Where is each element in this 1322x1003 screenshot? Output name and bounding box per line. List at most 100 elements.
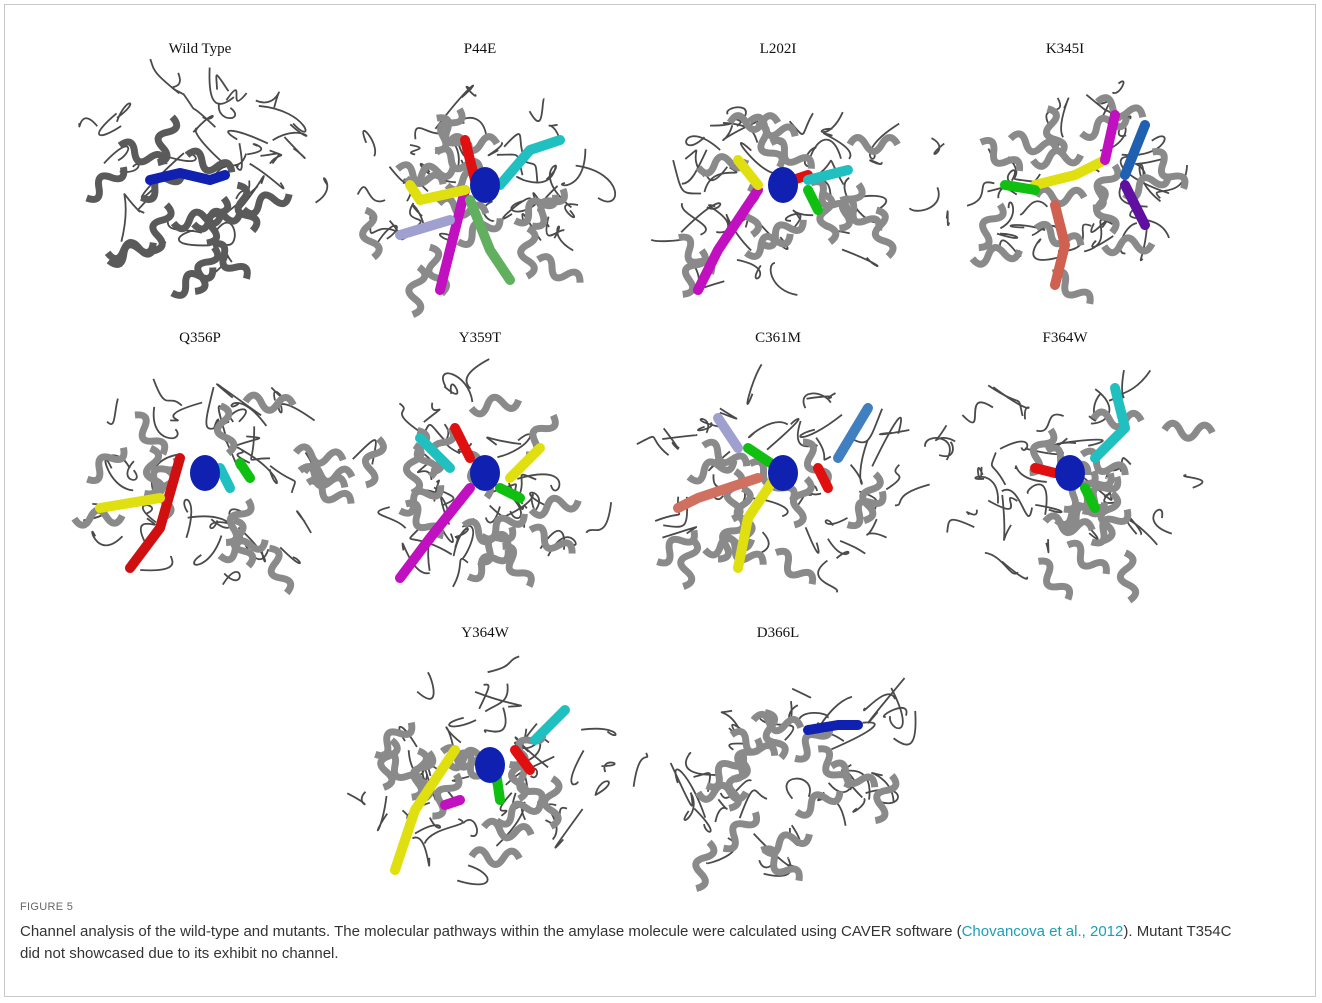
helix xyxy=(471,849,520,865)
channel xyxy=(535,710,565,740)
backbone-loop xyxy=(1028,484,1047,514)
helix xyxy=(1164,423,1213,440)
backbone-loop xyxy=(412,837,429,865)
channel-origin xyxy=(768,455,798,491)
backbone-loop xyxy=(1112,81,1123,93)
backbone-loop xyxy=(909,187,938,210)
channel xyxy=(698,190,758,290)
channel xyxy=(808,725,858,730)
backbone-loop xyxy=(297,511,311,533)
backbone-loop xyxy=(280,547,300,563)
backbone-loop xyxy=(792,689,810,698)
backbone-loop xyxy=(967,182,994,206)
helix xyxy=(771,547,816,589)
backbone-loop xyxy=(413,205,424,225)
backbone-loop xyxy=(127,461,136,480)
backbone-loop xyxy=(686,136,720,150)
channel xyxy=(718,418,738,448)
helix xyxy=(1064,539,1111,579)
panel-label: C361M xyxy=(755,330,801,346)
backbone-loop xyxy=(487,437,521,444)
citation-link[interactable]: Chovancova et al., 2012 xyxy=(962,923,1124,940)
helix xyxy=(295,446,345,467)
panel-label: Q356P xyxy=(179,330,221,346)
protein-structure xyxy=(347,656,615,884)
figure-image: Wild TypeP44EL202IK345IQ356PY359TC361MF3… xyxy=(0,0,1322,900)
channel-origin xyxy=(470,167,500,203)
backbone-loop xyxy=(1046,539,1048,552)
protein-structure xyxy=(74,379,354,596)
backbone-loop xyxy=(939,442,953,456)
backbone-loop xyxy=(993,387,1028,419)
backbone-loop xyxy=(686,753,717,775)
backbone-loop xyxy=(497,434,530,457)
protein-structure xyxy=(637,364,930,592)
backbone-loop xyxy=(153,379,181,406)
backbone-loop xyxy=(824,133,851,159)
helix xyxy=(1147,147,1189,193)
backbone-loop xyxy=(226,90,246,101)
backbone-loop xyxy=(105,460,133,491)
backbone-loop xyxy=(601,762,614,772)
backbone-loop xyxy=(1020,201,1047,214)
helix xyxy=(653,525,699,567)
backbone-loop xyxy=(194,536,221,565)
panel-label: F364W xyxy=(1043,330,1089,346)
backbone-loop xyxy=(828,539,849,559)
helix xyxy=(544,778,559,826)
backbone-loop xyxy=(104,146,128,163)
backbone-loop xyxy=(634,753,648,787)
backbone-loop xyxy=(179,230,208,245)
helix xyxy=(535,253,584,288)
backbone-loop xyxy=(140,556,172,570)
backbone-loop xyxy=(1061,98,1068,137)
page: Wild TypeP44EL202IK345IQ356PY359TC361MF3… xyxy=(0,0,1322,1003)
backbone-loop xyxy=(662,435,696,439)
backbone-loop xyxy=(410,145,420,155)
backbone-loop xyxy=(749,422,788,437)
backbone-loop xyxy=(173,73,184,94)
backbone-loop xyxy=(170,403,202,421)
channel xyxy=(400,220,450,235)
backbone-loop xyxy=(840,541,865,554)
channel xyxy=(240,463,250,478)
channel xyxy=(150,173,225,180)
backbone-loop xyxy=(962,402,993,422)
helix xyxy=(972,201,1006,250)
backbone-loop xyxy=(424,403,440,422)
helix xyxy=(977,137,1024,177)
backbone-loop xyxy=(270,150,282,163)
backbone-loop xyxy=(586,502,611,533)
channel-origin xyxy=(470,455,500,491)
backbone-loop xyxy=(150,59,179,93)
protein-structure xyxy=(634,678,916,890)
backbone-loop xyxy=(247,144,261,154)
backbone-loop xyxy=(457,865,487,884)
backbone-loop xyxy=(251,426,270,459)
backbone-loop xyxy=(223,572,240,585)
backbone-loop xyxy=(463,820,477,836)
backbone-loop xyxy=(284,137,304,158)
backbone-loop xyxy=(822,112,843,132)
backbone-loop xyxy=(1060,440,1103,446)
backbone-loop xyxy=(363,131,375,156)
backbone-loop xyxy=(236,143,242,170)
backbone-loop xyxy=(816,438,831,460)
backbone-loop xyxy=(800,415,842,437)
backbone-loop xyxy=(228,131,268,144)
protein-structure xyxy=(79,59,327,299)
backbone-loop xyxy=(417,672,433,699)
backbone-loop xyxy=(932,138,945,154)
backbone-loop xyxy=(454,529,468,557)
helix xyxy=(527,524,576,560)
helix xyxy=(690,840,716,890)
backbone-loop xyxy=(466,359,489,389)
backbone-loop xyxy=(571,750,583,784)
backbone-loop xyxy=(260,154,278,164)
panel-label: Y359T xyxy=(459,330,502,346)
helix xyxy=(406,266,426,315)
backbone-loop xyxy=(273,124,307,140)
channel xyxy=(808,190,818,210)
backbone-loop xyxy=(992,453,1006,485)
helix xyxy=(520,228,535,276)
